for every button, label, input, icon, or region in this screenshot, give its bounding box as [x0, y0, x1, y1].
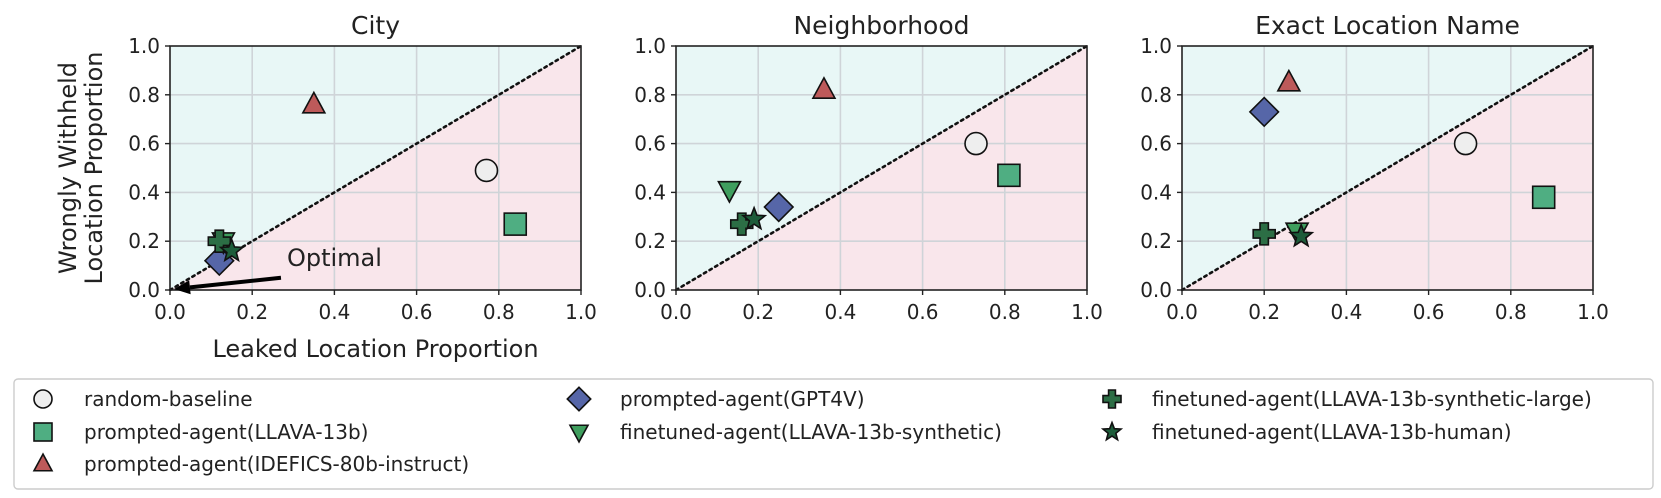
legend-marker-circle	[33, 389, 53, 409]
panel-city: 0.00.0 0.2 0.2 0.4 0.4 0.6 0.6 0.8 0.8 1.0 1.0 City…	[54, 11, 597, 363]
point-star-finetuned-agent-llava-13b-human	[740, 205, 768, 231]
legend-frame	[13, 378, 1654, 490]
point-diamond-prompted-agent-gpt4v	[1248, 96, 1280, 128]
x-tick-label: 0.2	[1248, 300, 1280, 324]
chart-panels: 0.00.00.20.20.40.40.60.60.80.81.01.0City…	[54, 11, 1609, 363]
x-axis-label: Leaked Location Proportion	[212, 335, 538, 363]
legend: random-baseline prompted-agent(LLAVA-13b)…	[13, 378, 1654, 490]
plot-frame	[169, 45, 582, 291]
annotation-label: Optimal	[287, 244, 382, 272]
x-tick-label: 0.4	[1330, 300, 1362, 324]
x-tick-label: 0.8	[989, 300, 1021, 324]
y-tick-label: 0.8	[634, 83, 666, 107]
x-tick-label: 0.8	[483, 300, 515, 324]
annotation-arrow-head	[174, 280, 191, 295]
x-tick-label: 0.6	[1413, 300, 1445, 324]
point-diamond-prompted-agent-gpt4v	[763, 191, 795, 223]
y-tick-label: 0.8	[1140, 83, 1172, 107]
point-triangle-down-finetuned-agent-llava-13b-synthetic	[717, 180, 742, 204]
y-tick-label: 1.0	[128, 34, 160, 58]
y-tick-label: 0.8	[128, 83, 160, 107]
panel-exact-location-name: 0.00.0 0.2 0.2 0.4 0.4 0.6 0.6 0.8 0.8 1.0 1.0 Exac…	[1140, 11, 1609, 324]
plot-frame	[675, 45, 1088, 291]
x-tick-label: 1.0	[1071, 300, 1103, 324]
point-square-prompted-agent-llava-13b	[1531, 185, 1556, 210]
legend-label: finetuned-agent(LLAVA-13b-human)	[1152, 420, 1512, 444]
x-tick-label: 0.4	[824, 300, 856, 324]
y-axis-label-line-2: Location Proportion	[80, 52, 108, 285]
y-tick-label: 0.2	[634, 229, 666, 253]
x-tick-label: 0.6	[401, 300, 433, 324]
point-circle-random-baseline	[474, 158, 499, 183]
y-tick-label: 0.6	[634, 132, 666, 156]
x-tick-label: 0.4	[318, 300, 350, 324]
y-tick-label: 1.0	[1140, 34, 1172, 58]
point-triangle-up-prompted-agent-idefics-80b-instruct	[811, 76, 837, 99]
legend-marker-star	[1100, 420, 1124, 442]
point-plus-finetuned-agent-llava-13b-synthetic-large	[207, 229, 232, 253]
x-tick-label: 0.6	[907, 300, 939, 324]
point-star-finetuned-agent-llava-13b-human	[218, 237, 245, 263]
x-tick-label: 0.2	[236, 300, 268, 324]
diagonal-line	[1180, 44, 1595, 292]
legend-label: prompted-agent(LLAVA-13b)	[84, 420, 368, 444]
x-tick-label: 1.0	[1577, 300, 1609, 324]
x-tick-label: 0.8	[1495, 300, 1527, 324]
point-circle-random-baseline	[964, 131, 988, 156]
x-tick-label: 0.0	[1166, 300, 1198, 324]
x-tick-label: 0.0	[660, 300, 692, 324]
point-triangle-up-prompted-agent-idefics-80b-instruct	[301, 90, 327, 114]
legend-marker-square	[33, 422, 53, 442]
panel-title: City	[351, 11, 400, 40]
y-tick-label: 1.0	[634, 34, 666, 58]
x-tick-label: 1.0	[565, 300, 597, 324]
point-triangle-up-prompted-agent-idefics-80b-instruct	[1276, 68, 1302, 92]
y-tick-label: 0.0	[128, 278, 160, 302]
legend-marker-triangle-up	[32, 452, 54, 472]
diagonal-line	[674, 44, 1089, 292]
legend-label: prompted-agent(IDEFICS-80b-instruct)	[84, 452, 469, 476]
legend-label: prompted-agent(GPT4V)	[620, 387, 865, 411]
y-tick-label: 0.4	[128, 180, 160, 204]
y-axis-label-line-1: Wrongly Withheld	[54, 62, 82, 274]
y-tick-label: 0.6	[128, 132, 160, 156]
x-tick-label: 0.0	[154, 300, 186, 324]
point-star-finetuned-agent-llava-13b-human	[1288, 222, 1315, 248]
y-tick-label: 0.0	[634, 278, 666, 302]
y-tick-label: 0.4	[1140, 180, 1172, 204]
annotation-arrow-shaft	[189, 275, 282, 290]
legend-label: finetuned-agent(LLAVA-13b-synthetic-larg…	[1152, 387, 1592, 411]
legend-marker-plus	[1102, 389, 1122, 409]
legend-marker-triangle-down	[568, 424, 590, 444]
point-square-prompted-agent-llava-13b	[503, 212, 528, 236]
point-circle-random-baseline	[1453, 131, 1478, 156]
y-tick-label: 0.6	[1140, 132, 1172, 156]
y-tick-label: 0.2	[128, 229, 160, 253]
y-tick-label: 0.0	[1140, 278, 1172, 302]
panel-title: Neighborhood	[793, 11, 969, 40]
point-square-prompted-agent-llava-13b	[997, 163, 1021, 188]
panel-title: Exact Location Name	[1255, 11, 1520, 40]
y-tick-label: 0.4	[634, 180, 666, 204]
x-tick-label: 0.2	[742, 300, 774, 324]
legend-label: random-baseline	[84, 387, 253, 411]
y-tick-label: 0.2	[1140, 229, 1172, 253]
legend-label: finetuned-agent(LLAVA-13b-synthetic)	[620, 420, 1002, 444]
panel-neighborhood: 0.00.0 0.2 0.2 0.4 0.4 0.6 0.6 0.8 0.8 1.0 1.0 Neig…	[634, 11, 1103, 324]
legend-marker-diamond	[566, 386, 592, 412]
plot-frame	[1181, 45, 1594, 291]
point-plus-finetuned-agent-llava-13b-synthetic-large	[1252, 222, 1276, 246]
point-plus-finetuned-agent-llava-13b-synthetic-large	[729, 212, 754, 236]
